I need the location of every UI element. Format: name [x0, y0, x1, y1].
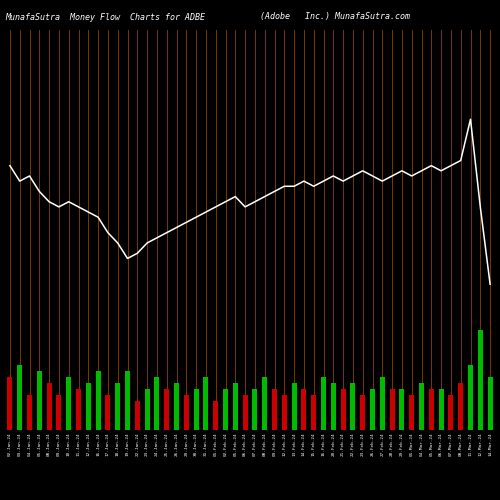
- Text: (Adobe   Inc.) MunafaSutra.com: (Adobe Inc.) MunafaSutra.com: [260, 12, 410, 22]
- Bar: [409, 394, 414, 430]
- Bar: [340, 389, 345, 430]
- Bar: [438, 389, 444, 430]
- Bar: [262, 377, 267, 430]
- Bar: [174, 383, 179, 430]
- Bar: [400, 389, 404, 430]
- Bar: [458, 383, 463, 430]
- Bar: [350, 383, 356, 430]
- Bar: [106, 394, 110, 430]
- Bar: [360, 394, 365, 430]
- Bar: [448, 394, 454, 430]
- Bar: [233, 383, 238, 430]
- Bar: [272, 389, 277, 430]
- Bar: [242, 394, 248, 430]
- Bar: [125, 371, 130, 430]
- Bar: [194, 389, 198, 430]
- Bar: [96, 371, 100, 430]
- Bar: [27, 394, 32, 430]
- Bar: [419, 383, 424, 430]
- Bar: [37, 371, 42, 430]
- Bar: [66, 377, 71, 430]
- Bar: [468, 366, 473, 430]
- Bar: [135, 400, 140, 430]
- Bar: [282, 394, 287, 430]
- Bar: [488, 377, 492, 430]
- Bar: [86, 383, 91, 430]
- Bar: [56, 394, 62, 430]
- Bar: [252, 389, 258, 430]
- Bar: [164, 389, 169, 430]
- Bar: [311, 394, 316, 430]
- Bar: [184, 394, 189, 430]
- Bar: [370, 389, 375, 430]
- Bar: [429, 389, 434, 430]
- Bar: [331, 383, 336, 430]
- Bar: [214, 400, 218, 430]
- Bar: [380, 377, 385, 430]
- Bar: [17, 366, 22, 430]
- Bar: [76, 389, 81, 430]
- Bar: [390, 389, 394, 430]
- Text: MunafaSutra  Money Flow  Charts for ADBE: MunafaSutra Money Flow Charts for ADBE: [5, 12, 205, 22]
- Bar: [302, 389, 306, 430]
- Bar: [204, 377, 208, 430]
- Bar: [46, 383, 52, 430]
- Bar: [8, 377, 12, 430]
- Bar: [154, 377, 160, 430]
- Bar: [223, 389, 228, 430]
- Bar: [144, 389, 150, 430]
- Bar: [116, 383, 120, 430]
- Bar: [292, 383, 296, 430]
- Bar: [478, 330, 483, 430]
- Bar: [321, 377, 326, 430]
